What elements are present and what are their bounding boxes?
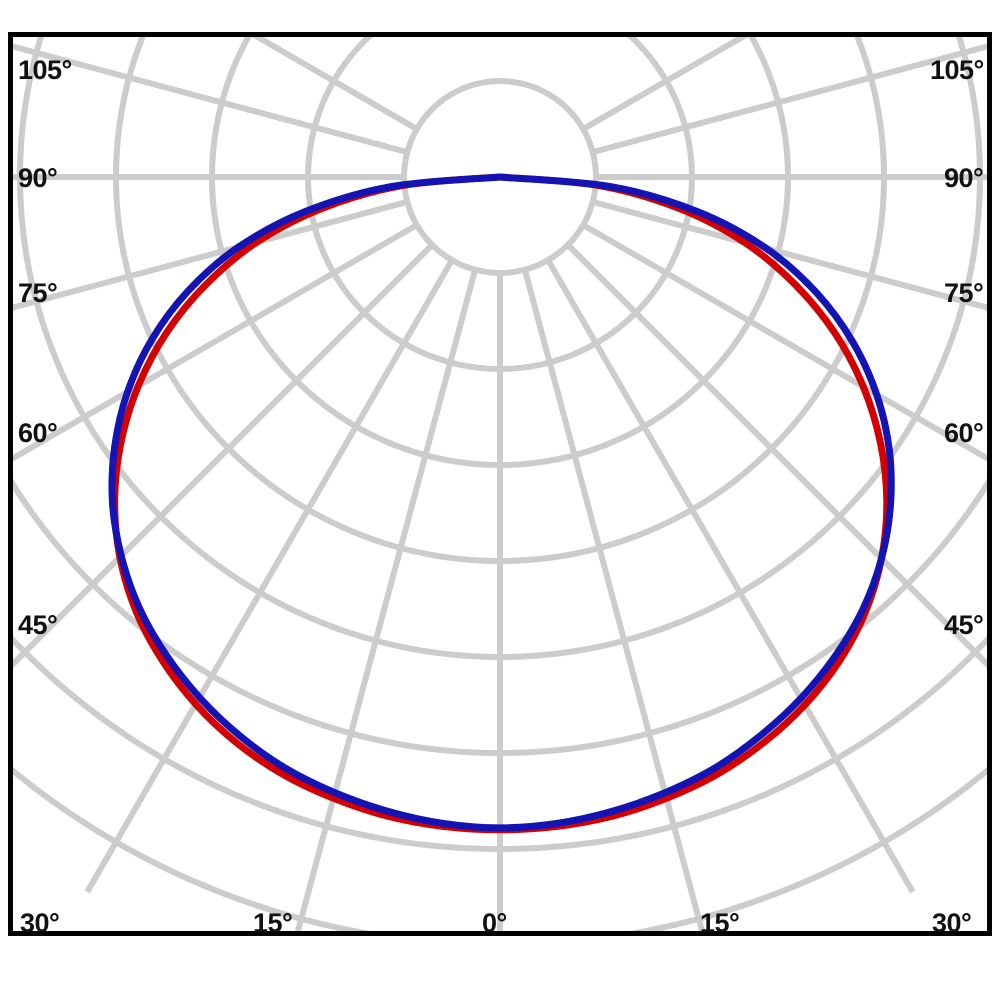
grid-spoke-120	[581, 37, 749, 132]
grid-spoke-15	[521, 268, 706, 931]
grid-spoke-105	[591, 43, 987, 156]
curve-c90-c270	[108, 173, 895, 832]
polar-curves	[108, 173, 895, 834]
grid-spoke--60	[13, 222, 419, 462]
polar-grid	[13, 37, 987, 931]
grid-spoke--120	[251, 37, 419, 132]
axis-label-right-1: 90°	[944, 163, 984, 193]
axis-label-bottom-1: 15°	[253, 908, 293, 938]
grid-spoke-75	[591, 198, 987, 311]
axis-label-left-2: 75°	[18, 278, 58, 308]
grid-spoke-30	[545, 258, 916, 894]
axis-label-left-0: 105°	[18, 55, 72, 85]
axis-label-left-3: 60°	[18, 418, 58, 448]
axis-label-bottom-4: 30°	[932, 908, 972, 938]
axis-label-right-2: 75°	[944, 278, 984, 308]
axis-label-left-4: 45°	[18, 610, 58, 640]
axis-label-right-3: 60°	[944, 418, 984, 448]
grid-spoke--75	[13, 198, 409, 311]
axis-label-bottom-0: 30°	[20, 908, 60, 938]
grid-spoke--45	[13, 242, 435, 669]
axis-label-bottom-3: 15°	[700, 908, 740, 938]
grid-spoke-45	[565, 242, 987, 669]
chart-frame	[8, 32, 992, 936]
grid-spoke--15	[294, 268, 479, 931]
axis-label-right-4: 45°	[944, 610, 984, 640]
grid-spoke--105	[13, 43, 409, 156]
polar-plot	[13, 37, 987, 931]
grid-spoke-60	[581, 222, 987, 462]
axis-label-bottom-2: 0°	[482, 908, 507, 938]
axis-label-left-1: 90°	[18, 163, 58, 193]
grid-spoke--30	[84, 258, 455, 894]
axis-label-right-0: 105°	[930, 55, 984, 85]
